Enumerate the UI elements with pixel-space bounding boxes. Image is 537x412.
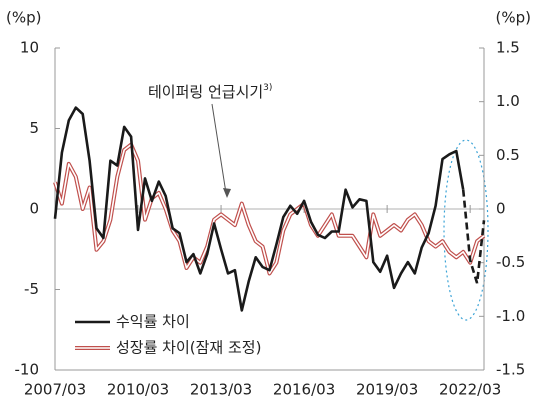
series-line-inner	[54, 143, 485, 275]
annotation-text: 테이퍼링 언급시기	[148, 83, 263, 101]
y2-tick-label: 0	[496, 200, 506, 218]
x-tick-label: 2019/03	[356, 381, 418, 399]
x-tick-label: 2010/03	[107, 381, 169, 399]
y2-tick-label: -1.0	[496, 307, 525, 325]
series-line	[53, 106, 465, 312]
x-tick-label: 2016/03	[273, 381, 335, 399]
y2-tick-label: -0.5	[496, 253, 525, 271]
x-tick-label: 2007/03	[24, 381, 86, 399]
y-unit: (%p)	[6, 9, 41, 27]
y-tick-label: 10	[20, 39, 39, 57]
y2-unit: (%p)	[496, 9, 531, 27]
x-tick-label: 2022/03	[439, 381, 501, 399]
y2-tick-label: 1.5	[496, 39, 520, 57]
annotation-arrow	[211, 103, 227, 194]
y-tick-label: 5	[29, 119, 39, 137]
legend-label: 성장률 차이(잠재 조정)	[116, 339, 261, 357]
legend-label: 수익률 차이	[116, 313, 190, 331]
annotation-note: 3)	[263, 83, 272, 93]
y2-tick-label: -1.5	[496, 361, 525, 379]
y-tick-label: -10	[15, 361, 40, 379]
y2-tick-label: 1.0	[496, 92, 520, 110]
arrow-head	[223, 188, 231, 198]
y2-tick-label: 0.5	[496, 146, 520, 164]
x-tick-label: 2013/03	[190, 381, 252, 399]
highlight-ellipse	[443, 139, 489, 321]
series-line-dashed	[461, 189, 486, 284]
annotation: 테이퍼링 언급시기3)	[148, 83, 272, 101]
y-tick-label: -5	[24, 280, 39, 298]
y-tick-label: 0	[29, 200, 39, 218]
